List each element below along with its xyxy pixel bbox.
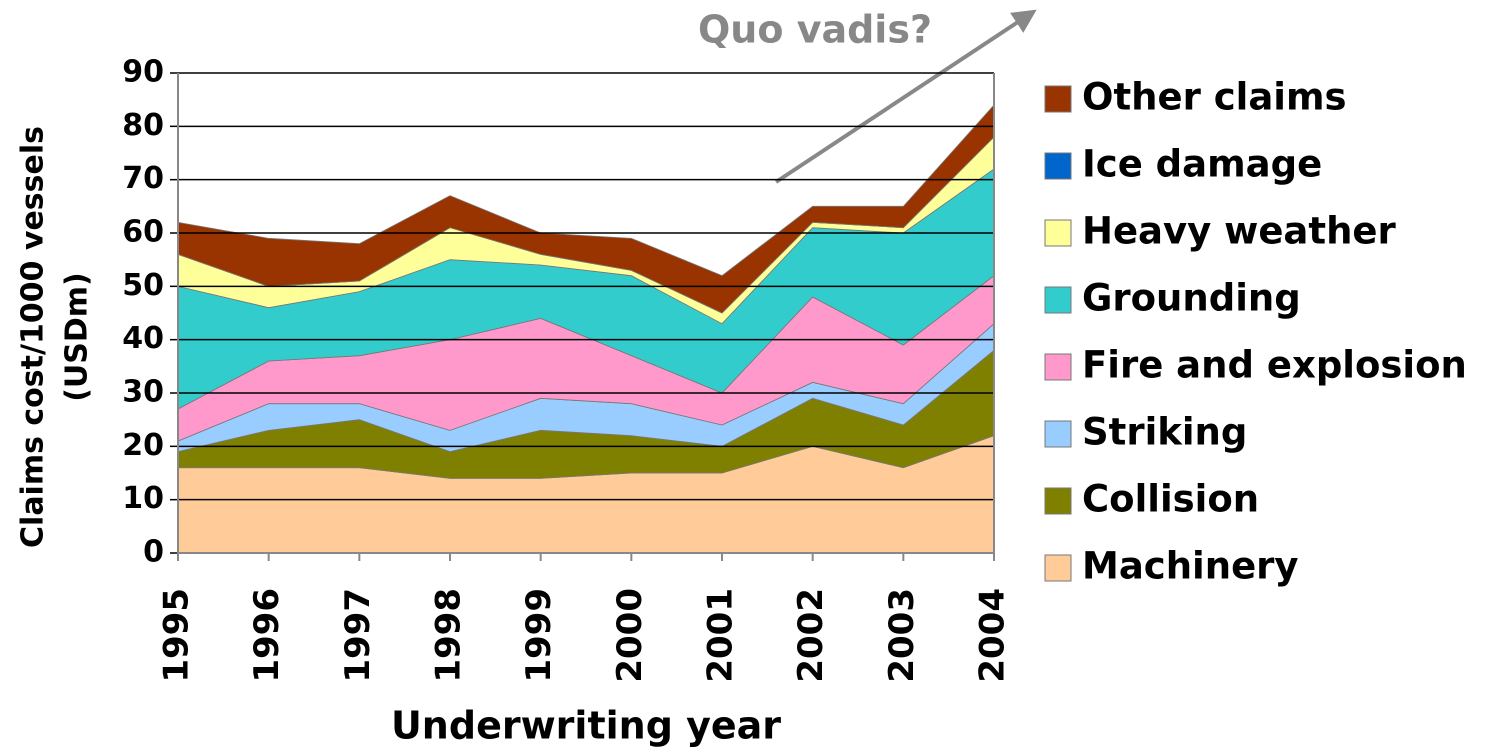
y-tick-label: 50 (122, 268, 164, 303)
legend-label: Ice damage (1082, 143, 1322, 186)
x-tick-label: 2001 (701, 588, 741, 683)
legend-swatch (1044, 152, 1072, 180)
legend-label: Machinery (1082, 545, 1299, 588)
x-tick-label: 1996 (247, 588, 287, 683)
plot-area (177, 103, 995, 554)
x-tick-label: 1998 (429, 588, 469, 683)
x-tick-label: 2003 (882, 588, 922, 683)
legend-label: Striking (1082, 411, 1247, 454)
legend-swatch (1044, 219, 1072, 247)
y-axis-label: (USDm) (60, 272, 95, 402)
legend-label: Other claims (1082, 76, 1347, 119)
y-axis-label: Claims cost/1000 vessels (16, 126, 51, 548)
arrow (774, 9, 1037, 184)
legend-swatch (1044, 487, 1072, 515)
legend-swatch (1044, 420, 1072, 448)
legend-label: Collision (1082, 478, 1259, 521)
legend-label: Heavy weather (1082, 210, 1397, 253)
y-tick-label: 30 (122, 375, 164, 410)
x-tick-label: 2000 (610, 588, 650, 683)
x-tick-label: 1999 (519, 588, 559, 683)
y-tick-label: 70 (122, 161, 164, 196)
y-tick-label: 40 (122, 321, 164, 356)
y-tick-label: 80 (122, 108, 164, 143)
y-tick-label: 90 (122, 55, 164, 90)
legend-swatch (1044, 286, 1072, 314)
x-tick-label: 1997 (338, 588, 378, 683)
y-tick-label: 60 (122, 215, 164, 250)
y-tick-label: 10 (122, 481, 164, 516)
legend-swatch (1044, 85, 1072, 113)
legend-swatch (1044, 554, 1072, 582)
annotation: Quo vadis? (698, 8, 932, 52)
x-tick-label: 2004 (973, 588, 1013, 683)
legend-label: Grounding (1082, 277, 1301, 320)
legend-swatch (1044, 353, 1072, 381)
x-tick-label: 1995 (157, 588, 197, 683)
x-tick-label: 2002 (791, 588, 831, 683)
x-axis-label: Underwriting year (391, 704, 781, 748)
y-tick-label: 20 (122, 428, 164, 463)
legend-label: Fire and explosion (1082, 344, 1467, 387)
y-tick-label: 0 (143, 535, 164, 570)
